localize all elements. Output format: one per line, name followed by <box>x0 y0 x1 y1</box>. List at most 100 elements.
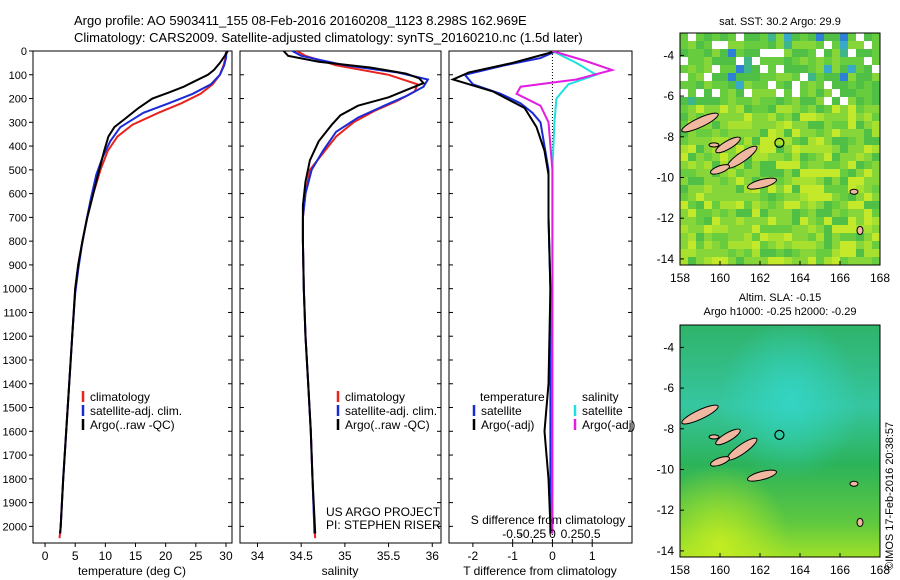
sst-cell <box>720 257 728 265</box>
sst-cell <box>848 153 856 161</box>
sst-cell <box>824 97 832 105</box>
sst-cell <box>808 33 816 41</box>
sst-cell <box>784 121 792 129</box>
sst-cell <box>840 185 848 193</box>
sst-cell <box>752 89 760 97</box>
sst-cell <box>792 217 800 225</box>
lat-tick-label: -14 <box>657 252 675 266</box>
depth-tick-label: 0 <box>21 46 27 58</box>
sst-cell <box>784 129 792 137</box>
sst-cell <box>704 137 712 145</box>
sst-cell <box>768 137 776 145</box>
sst-cell <box>744 217 752 225</box>
sst-cell <box>712 217 720 225</box>
sst-cell <box>864 113 872 121</box>
sst-cell <box>704 233 712 241</box>
sst-cell <box>864 209 872 217</box>
sst-cell <box>792 105 800 113</box>
lat-tick-label: -10 <box>657 462 675 476</box>
sst-cell <box>728 169 736 177</box>
sst-cell <box>696 137 704 145</box>
sst-cell <box>840 233 848 241</box>
sst-cell <box>680 137 688 145</box>
sst-cell <box>856 41 864 49</box>
sst-cell <box>704 57 712 65</box>
sst-cell <box>728 177 736 185</box>
sst-cell <box>832 225 840 233</box>
sst-cell <box>720 241 728 249</box>
t-difference-xlabel: T difference from climatology <box>463 564 617 578</box>
sst-cell <box>864 129 872 137</box>
sst-cell <box>816 81 824 89</box>
sst-cell <box>768 41 776 49</box>
sst-cell <box>688 193 696 201</box>
sst-cell <box>808 161 816 169</box>
sst-cell <box>872 249 880 257</box>
lon-tick-label: 160 <box>710 563 730 577</box>
sst-cell <box>816 217 824 225</box>
sst-cell <box>800 225 808 233</box>
sst-cell <box>864 105 872 113</box>
sst-cell <box>864 73 872 81</box>
sst-cell <box>864 97 872 105</box>
sst-cell <box>728 209 736 217</box>
sst-cell <box>696 57 704 65</box>
sst-cell <box>720 193 728 201</box>
sst-cell <box>712 129 720 137</box>
sst-cell <box>712 105 720 113</box>
sst-cell <box>776 145 784 153</box>
sst-cell <box>784 153 792 161</box>
sst-cell <box>784 249 792 257</box>
sst-cell <box>768 233 776 241</box>
salinity-x-axis: 34 34.5 35 35.5 36 <box>251 543 439 563</box>
sst-cell <box>728 33 736 41</box>
island <box>856 517 864 527</box>
sst-cell <box>872 217 880 225</box>
sst-cell <box>840 257 848 265</box>
sst-cell <box>856 153 864 161</box>
sst-cell <box>792 65 800 73</box>
sst-cell <box>728 121 736 129</box>
s-tick-label: 0 <box>549 527 556 541</box>
sst-cell <box>864 225 872 233</box>
sst-cell <box>784 169 792 177</box>
sst-cell <box>704 129 712 137</box>
sst-cell <box>784 217 792 225</box>
island <box>708 434 720 440</box>
lon-tick-label: 168 <box>870 271 890 285</box>
sst-cell <box>704 161 712 169</box>
sst-cell <box>776 57 784 65</box>
sst-cell <box>840 201 848 209</box>
series-line-climatology <box>58 51 227 539</box>
sst-cell <box>712 249 720 257</box>
sst-cell <box>688 249 696 257</box>
island <box>746 469 778 482</box>
island <box>708 142 720 148</box>
sst-cell <box>824 81 832 89</box>
sst-cell <box>800 49 808 57</box>
sst-cell <box>848 65 856 73</box>
sst-cell <box>752 169 760 177</box>
sst-cell <box>856 177 864 185</box>
sst-cell <box>784 73 792 81</box>
sst-cell <box>728 249 736 257</box>
sst-cell <box>816 161 824 169</box>
sst-cell <box>872 177 880 185</box>
sst-cell <box>832 249 840 257</box>
sst-cell <box>824 169 832 177</box>
sst-cell <box>712 49 720 57</box>
sst-cell <box>832 145 840 153</box>
sst-cell <box>744 249 752 257</box>
depth-tick-label: 1700 <box>3 450 27 462</box>
sst-cell <box>776 113 784 121</box>
sst-cell <box>792 225 800 233</box>
sst-cell <box>800 193 808 201</box>
sst-cell <box>736 209 744 217</box>
lon-tick-label: 164 <box>790 271 810 285</box>
sst-cell <box>720 249 728 257</box>
sst-cell <box>704 209 712 217</box>
series-line-temperature-argo-adj- <box>450 51 557 534</box>
sst-cell <box>728 201 736 209</box>
sst-cell <box>840 145 848 153</box>
sst-cell <box>840 57 848 65</box>
